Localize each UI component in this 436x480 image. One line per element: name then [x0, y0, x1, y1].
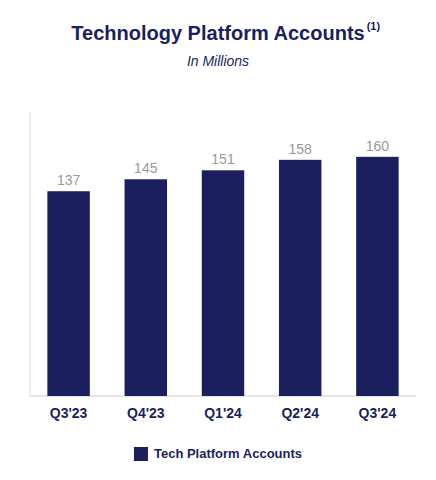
legend-label: Tech Platform Accounts	[154, 446, 302, 461]
title-superscript: (1)	[367, 20, 381, 32]
x-tick-label: Q3'24	[359, 405, 397, 421]
bar	[47, 191, 89, 396]
subtitle: In Millions	[187, 53, 249, 69]
bars	[47, 157, 398, 396]
x-tick-label: Q2'24	[281, 405, 319, 421]
data-label: 158	[289, 141, 313, 157]
data-label: 145	[134, 160, 158, 176]
bar	[356, 157, 398, 396]
title: Technology Platform Accounts	[71, 22, 364, 44]
bar	[202, 170, 244, 396]
x-tick-label: Q1'24	[204, 405, 242, 421]
data-label: 151	[211, 151, 235, 167]
data-label: 137	[57, 172, 81, 188]
x-tick-label: Q4'23	[127, 405, 165, 421]
data-label: 160	[366, 138, 390, 154]
bar	[125, 179, 167, 396]
legend-swatch	[134, 447, 148, 461]
chart-svg: Technology Platform Accounts(1) In Millio…	[0, 0, 436, 480]
bar	[279, 160, 321, 396]
legend: Tech Platform Accounts	[134, 446, 302, 461]
chart-container: Technology Platform Accounts(1) In Millio…	[0, 0, 436, 480]
y-axis-line	[30, 112, 31, 396]
x-tick-label: Q3'23	[50, 405, 88, 421]
